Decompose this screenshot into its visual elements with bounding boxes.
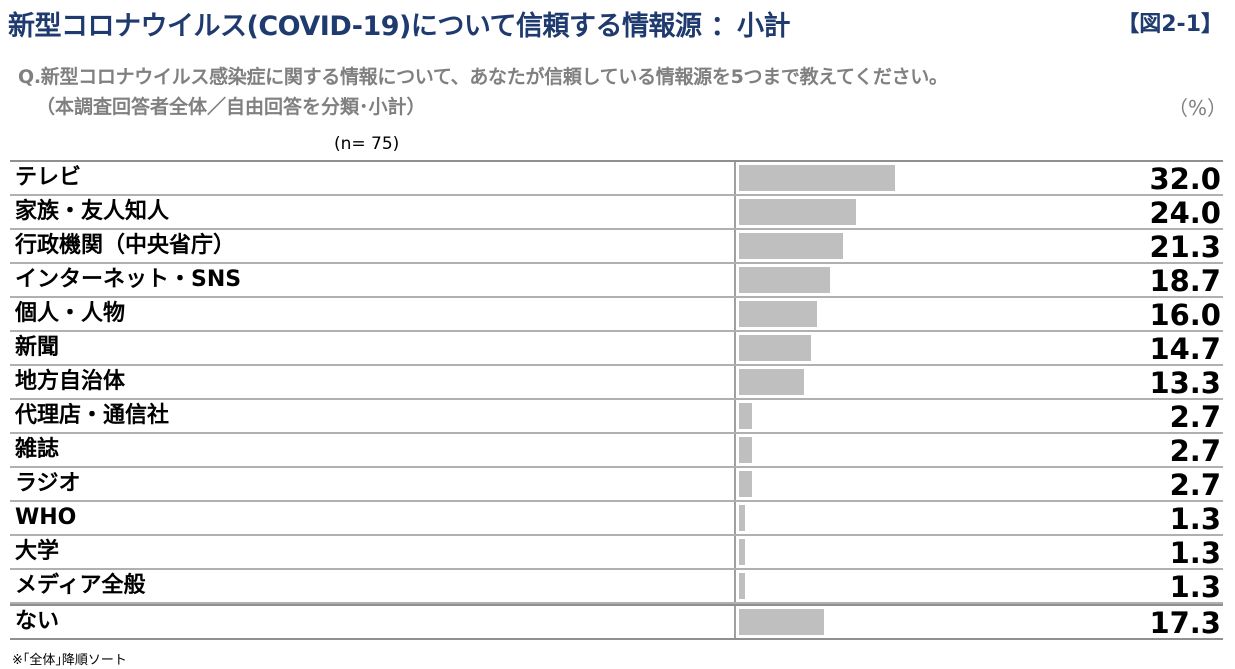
bar <box>739 335 811 361</box>
data-label: 18.7 <box>1149 264 1221 298</box>
bar <box>739 165 896 191</box>
data-label: 2.7 <box>1169 400 1221 434</box>
bar-track: 1.3 <box>734 502 1225 536</box>
bar <box>739 471 753 497</box>
bar <box>739 573 746 599</box>
data-label: 13.3 <box>1149 366 1221 400</box>
chart-row: テレビ 32.0 <box>10 162 1223 196</box>
category-label: 新聞 <box>15 335 60 360</box>
bar-track: 1.3 <box>734 570 1225 604</box>
category-label: 行政機関（中央省庁） <box>15 233 236 258</box>
bar-track: 21.3 <box>734 230 1225 264</box>
category-label: メディア全般 <box>15 573 146 598</box>
bar-track: 17.3 <box>734 606 1225 640</box>
chart-row: 新聞 14.7 <box>10 332 1223 366</box>
sample-size: (n= 75) <box>334 134 400 154</box>
bar-track: 14.7 <box>734 332 1225 366</box>
bar-chart-table: テレビ 32.0 家族・友人知人 24.0 行政機関（中央省庁） 21.3 インターネット・… <box>10 160 1223 640</box>
data-label: 32.0 <box>1149 162 1221 196</box>
chart-row: 行政機関（中央省庁） 21.3 <box>10 230 1223 264</box>
category-label: ない <box>15 609 60 634</box>
bar-track: 32.0 <box>734 162 1225 196</box>
category-label: 地方自治体 <box>15 369 126 394</box>
bar-track: 18.7 <box>734 264 1225 298</box>
bar <box>739 199 857 225</box>
data-label: 17.3 <box>1149 606 1221 640</box>
bar-track: 13.3 <box>734 366 1225 400</box>
data-label: 2.7 <box>1169 468 1221 502</box>
category-label: WHO <box>15 505 77 530</box>
unit-label: （%） <box>1167 96 1227 120</box>
category-label: 家族・友人知人 <box>15 199 170 224</box>
category-label: インターネット・SNS <box>15 267 242 292</box>
data-label: 16.0 <box>1149 298 1221 332</box>
bar <box>739 539 746 565</box>
data-label: 21.3 <box>1149 230 1221 264</box>
chart-row: 雑誌 2.7 <box>10 434 1223 468</box>
chart-row: 代理店・通信社 2.7 <box>10 400 1223 434</box>
bar <box>739 369 805 395</box>
bar-track: 16.0 <box>734 298 1225 332</box>
category-label: 大学 <box>15 539 60 564</box>
data-label: 1.3 <box>1169 570 1221 604</box>
chart-row: 地方自治体 13.3 <box>10 366 1223 400</box>
figure-label: 【図2-1】 <box>1117 12 1223 37</box>
chart-row: メディア全般 1.3 <box>10 570 1223 604</box>
question-subtext: （本調査回答者全体／自由回答を分類･小計） <box>36 96 426 118</box>
bar <box>739 609 824 635</box>
bar-track: 2.7 <box>734 434 1225 468</box>
data-label: 1.3 <box>1169 536 1221 570</box>
question-text: Q.新型コロナウイルス感染症に関する情報について、あなたが信頼している情報源を5… <box>18 66 948 88</box>
chart-row: ラジオ 2.7 <box>10 468 1223 502</box>
data-label: 14.7 <box>1149 332 1221 366</box>
category-label: ラジオ <box>15 471 81 496</box>
category-label: 個人・人物 <box>15 301 126 326</box>
bar-track: 1.3 <box>734 536 1225 570</box>
category-label: 代理店・通信社 <box>15 403 170 428</box>
chart-row: インターネット・SNS 18.7 <box>10 264 1223 298</box>
bar <box>739 505 746 531</box>
sort-note: ※｢全体｣降順ソート <box>12 653 127 668</box>
chart-row: 大学 1.3 <box>10 536 1223 570</box>
chart-row: WHO 1.3 <box>10 502 1223 536</box>
bar <box>739 301 818 327</box>
data-label: 2.7 <box>1169 434 1221 468</box>
chart-row: ない 17.3 <box>10 604 1225 640</box>
data-label: 24.0 <box>1149 196 1221 230</box>
chart-title: 新型コロナウイルス(COVID-19)について信頼する情報源 ：小計 <box>8 11 790 42</box>
bar <box>739 267 831 293</box>
bar-track: 2.7 <box>734 400 1225 434</box>
bar <box>739 437 753 463</box>
data-label: 1.3 <box>1169 502 1221 536</box>
chart-row: 個人・人物 16.0 <box>10 298 1223 332</box>
bar-track: 24.0 <box>734 196 1225 230</box>
bar-track: 2.7 <box>734 468 1225 502</box>
chart-row: 家族・友人知人 24.0 <box>10 196 1223 230</box>
bar <box>739 403 753 429</box>
category-label: 雑誌 <box>15 437 60 462</box>
bar <box>739 233 844 259</box>
category-label: テレビ <box>15 165 82 190</box>
